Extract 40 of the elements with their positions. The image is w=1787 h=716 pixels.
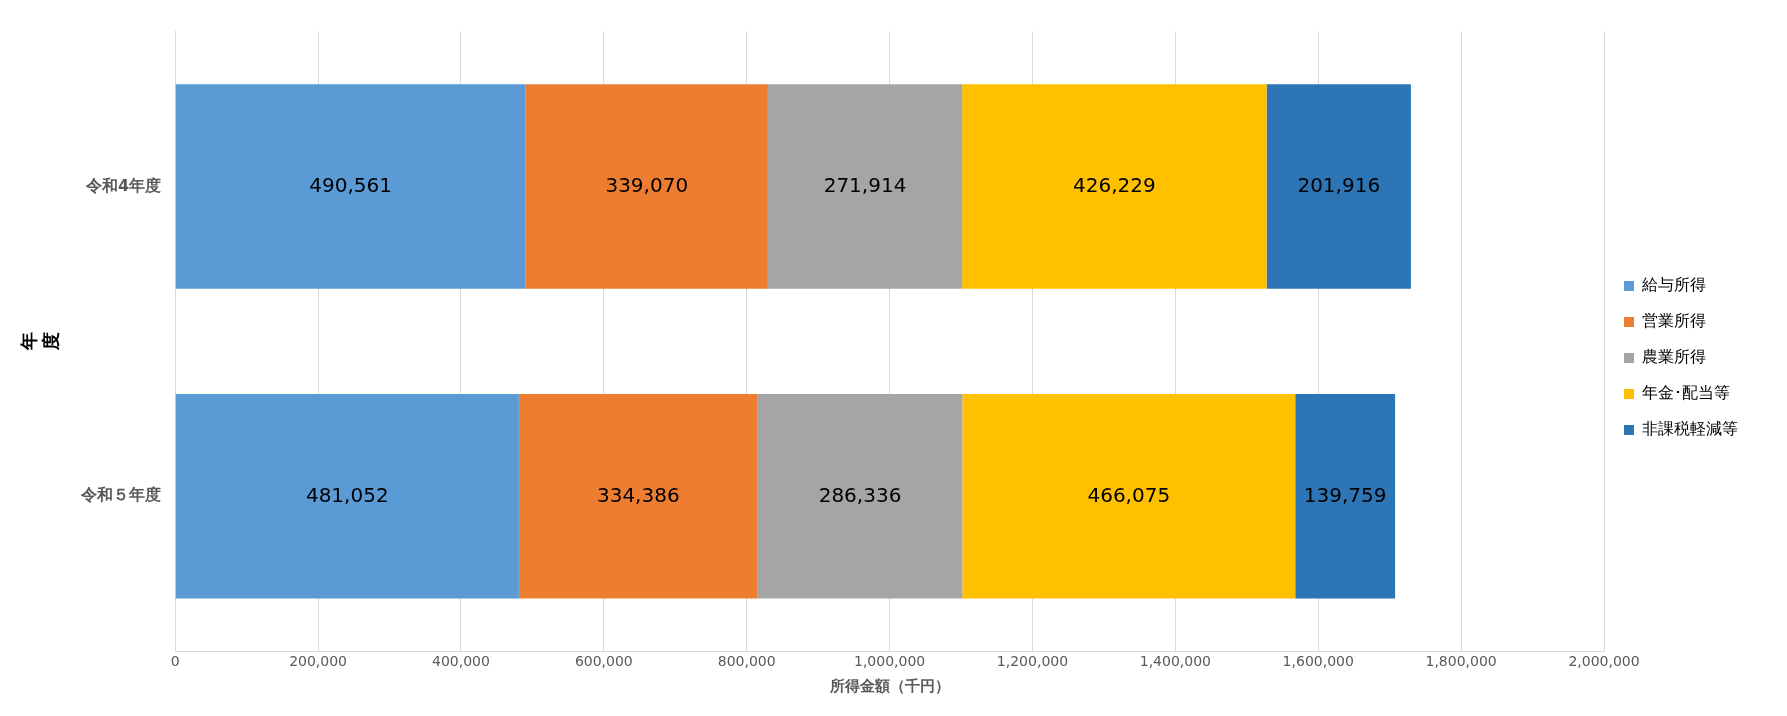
legend-label: 非課税軽減等 — [1642, 419, 1738, 439]
legend-label: 営業所得 — [1642, 311, 1706, 331]
x-tick-label: 800,000 — [717, 653, 776, 670]
x-tick-label: 1,200,000 — [996, 653, 1069, 670]
bar — [962, 394, 1296, 599]
bar — [1266, 84, 1411, 289]
data-label: 490,561 — [309, 172, 393, 197]
x-tick-label: 600,000 — [574, 653, 633, 670]
data-label: 466,075 — [1087, 482, 1171, 507]
data-label: 339,070 — [605, 172, 689, 197]
data-label: 286,336 — [818, 482, 902, 507]
bar — [175, 84, 526, 289]
bar — [757, 394, 963, 599]
bar — [1295, 394, 1396, 599]
x-tick-label: 400,000 — [432, 653, 490, 670]
x-tick-label: 2,000,000 — [1568, 653, 1640, 670]
data-label: 201,916 — [1297, 172, 1381, 197]
data-label: 334,386 — [596, 482, 680, 507]
data-label: 426,229 — [1073, 172, 1156, 197]
bar — [525, 84, 768, 289]
y-tick-label: 令和５年度 — [80, 485, 162, 505]
x-tick-label: 1,400,000 — [1139, 653, 1211, 670]
y-axis-title: 年度 — [18, 332, 62, 352]
data-label: 139,759 — [1303, 482, 1387, 507]
bar — [767, 84, 963, 289]
legend-label: 年金･配当等 — [1642, 383, 1730, 403]
bar — [175, 394, 519, 599]
bar — [962, 84, 1267, 289]
x-tick-label: 0 — [170, 653, 180, 670]
x-axis-title: 所得金額（千円） — [828, 676, 950, 695]
x-tick-label: 1,000,000 — [853, 653, 926, 670]
data-label: 481,052 — [305, 482, 389, 507]
legend-label: 給与所得 — [1641, 275, 1706, 295]
bar — [518, 394, 758, 599]
data-label: 271,914 — [823, 172, 907, 197]
legend-label: 農業所得 — [1642, 347, 1706, 367]
x-tick-label: 1,800,000 — [1425, 653, 1497, 670]
x-tick-label: 1,600,000 — [1282, 653, 1354, 670]
x-tick-label: 200,000 — [289, 653, 348, 670]
y-tick-label: 令和4年度 — [85, 175, 162, 195]
